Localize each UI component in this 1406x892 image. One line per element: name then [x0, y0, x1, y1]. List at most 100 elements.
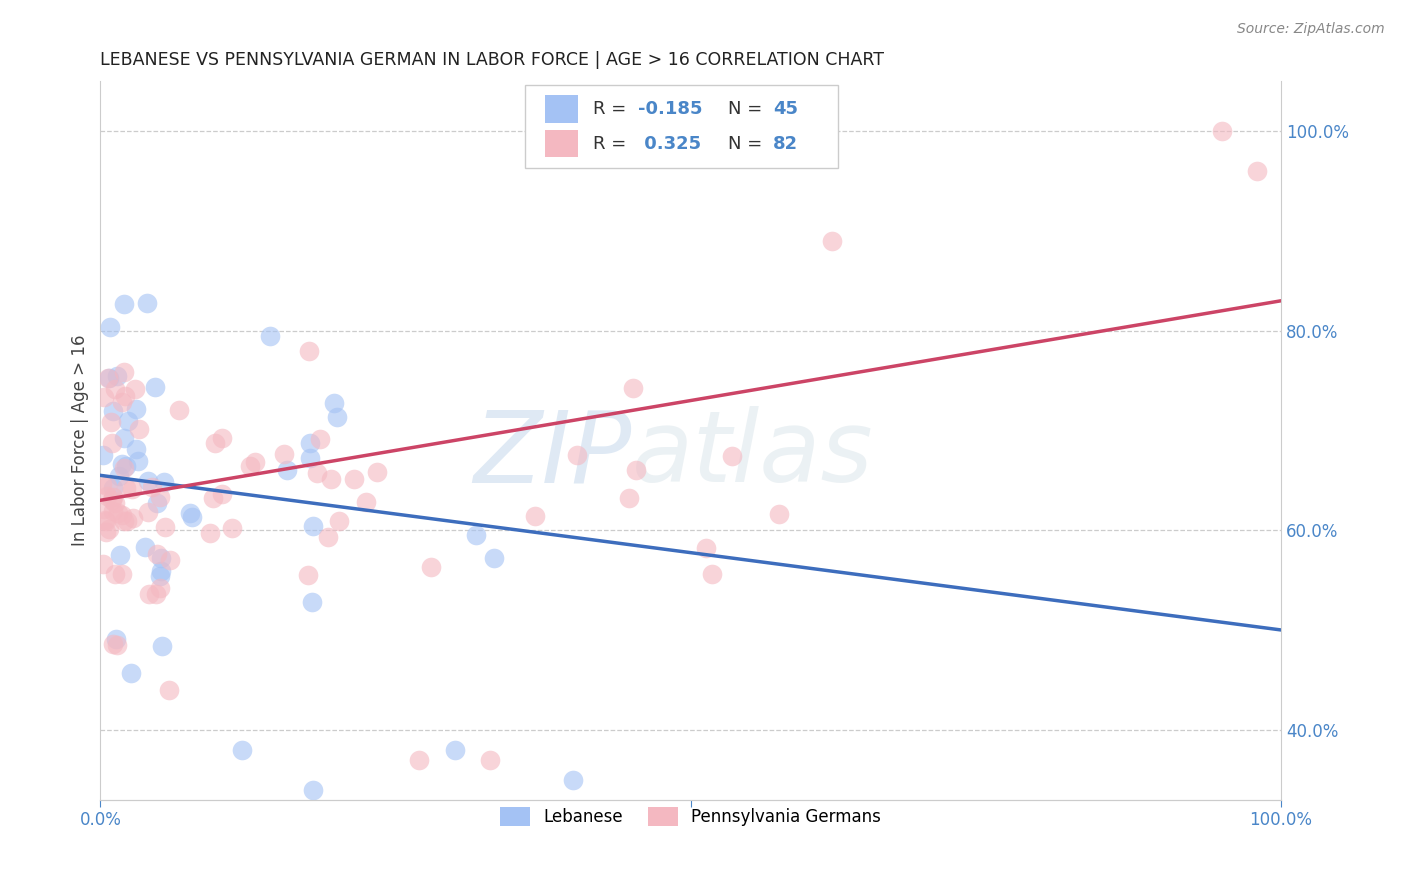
Point — [679, 872, 702, 887]
Point — [299, 451, 322, 466]
Point — [700, 566, 723, 581]
Point — [104, 382, 127, 396]
Point — [101, 435, 124, 450]
Text: 45: 45 — [773, 100, 799, 118]
Point — [101, 481, 124, 495]
Text: ZIP: ZIP — [474, 406, 631, 503]
Point — [318, 530, 340, 544]
Point — [136, 474, 159, 488]
Point — [91, 557, 114, 571]
Point — [101, 404, 124, 418]
Point — [273, 447, 295, 461]
Point — [243, 455, 266, 469]
Point — [198, 525, 221, 540]
Point — [93, 390, 115, 404]
Text: Source: ZipAtlas.com: Source: ZipAtlas.com — [1237, 22, 1385, 37]
Point — [94, 525, 117, 540]
Point — [104, 496, 127, 510]
Point — [94, 514, 117, 528]
Point — [152, 475, 174, 489]
Point — [276, 463, 298, 477]
Point — [145, 496, 167, 510]
Text: R =: R = — [593, 135, 631, 153]
Point — [561, 772, 583, 787]
Point — [153, 520, 176, 534]
Point — [356, 495, 378, 509]
Point — [150, 639, 173, 653]
Point — [326, 409, 349, 424]
Point — [98, 370, 121, 384]
Point — [231, 742, 253, 756]
Point — [695, 541, 717, 555]
Point — [138, 506, 160, 520]
Point — [149, 581, 172, 595]
Point — [239, 459, 262, 474]
FancyBboxPatch shape — [546, 95, 578, 122]
Point — [112, 431, 135, 445]
Text: atlas: atlas — [631, 406, 873, 503]
Point — [105, 638, 128, 652]
Point — [121, 511, 143, 525]
Text: -0.185: -0.185 — [637, 100, 702, 118]
Point — [114, 388, 136, 402]
Point — [301, 595, 323, 609]
Point — [821, 234, 844, 248]
Point — [104, 566, 127, 581]
Point — [181, 509, 204, 524]
Point — [90, 477, 112, 491]
Point — [157, 682, 180, 697]
Point — [136, 295, 159, 310]
Point — [124, 382, 146, 396]
Point — [128, 422, 150, 436]
Point — [125, 402, 148, 417]
Point — [211, 486, 233, 500]
Point — [302, 782, 325, 797]
Point — [112, 461, 135, 475]
Point — [120, 666, 142, 681]
Point — [328, 514, 350, 528]
Point — [143, 380, 166, 394]
Text: N =: N = — [728, 135, 769, 153]
Point — [111, 395, 134, 409]
Legend: Lebanese, Pennsylvania Germans: Lebanese, Pennsylvania Germans — [492, 798, 890, 834]
Point — [211, 431, 233, 445]
Text: R =: R = — [593, 100, 631, 118]
Point — [565, 448, 588, 462]
Point — [1211, 124, 1233, 138]
Point — [179, 506, 201, 520]
Point — [149, 490, 172, 504]
Point — [443, 742, 465, 756]
Point — [105, 632, 128, 646]
Point — [482, 551, 505, 566]
Point — [111, 566, 134, 581]
Point — [149, 565, 172, 579]
Point — [112, 514, 135, 528]
Point — [145, 587, 167, 601]
Point — [134, 540, 156, 554]
Point — [305, 467, 328, 481]
Text: N =: N = — [728, 100, 769, 118]
Text: 82: 82 — [773, 135, 799, 153]
Text: 0.325: 0.325 — [637, 135, 700, 153]
Point — [149, 569, 172, 583]
Point — [343, 472, 366, 486]
Point — [96, 489, 118, 503]
Point — [110, 457, 132, 471]
Point — [107, 468, 129, 483]
Point — [97, 370, 120, 384]
Point — [408, 852, 430, 866]
Point — [127, 454, 149, 468]
Point — [201, 491, 224, 505]
Point — [308, 432, 330, 446]
Point — [141, 480, 163, 494]
Point — [619, 491, 641, 506]
Point — [93, 501, 115, 516]
FancyBboxPatch shape — [546, 130, 578, 157]
Point — [349, 817, 371, 831]
Point — [101, 637, 124, 651]
Point — [105, 368, 128, 383]
Point — [408, 753, 430, 767]
Point — [478, 753, 501, 767]
Point — [150, 551, 173, 566]
Point — [299, 435, 322, 450]
